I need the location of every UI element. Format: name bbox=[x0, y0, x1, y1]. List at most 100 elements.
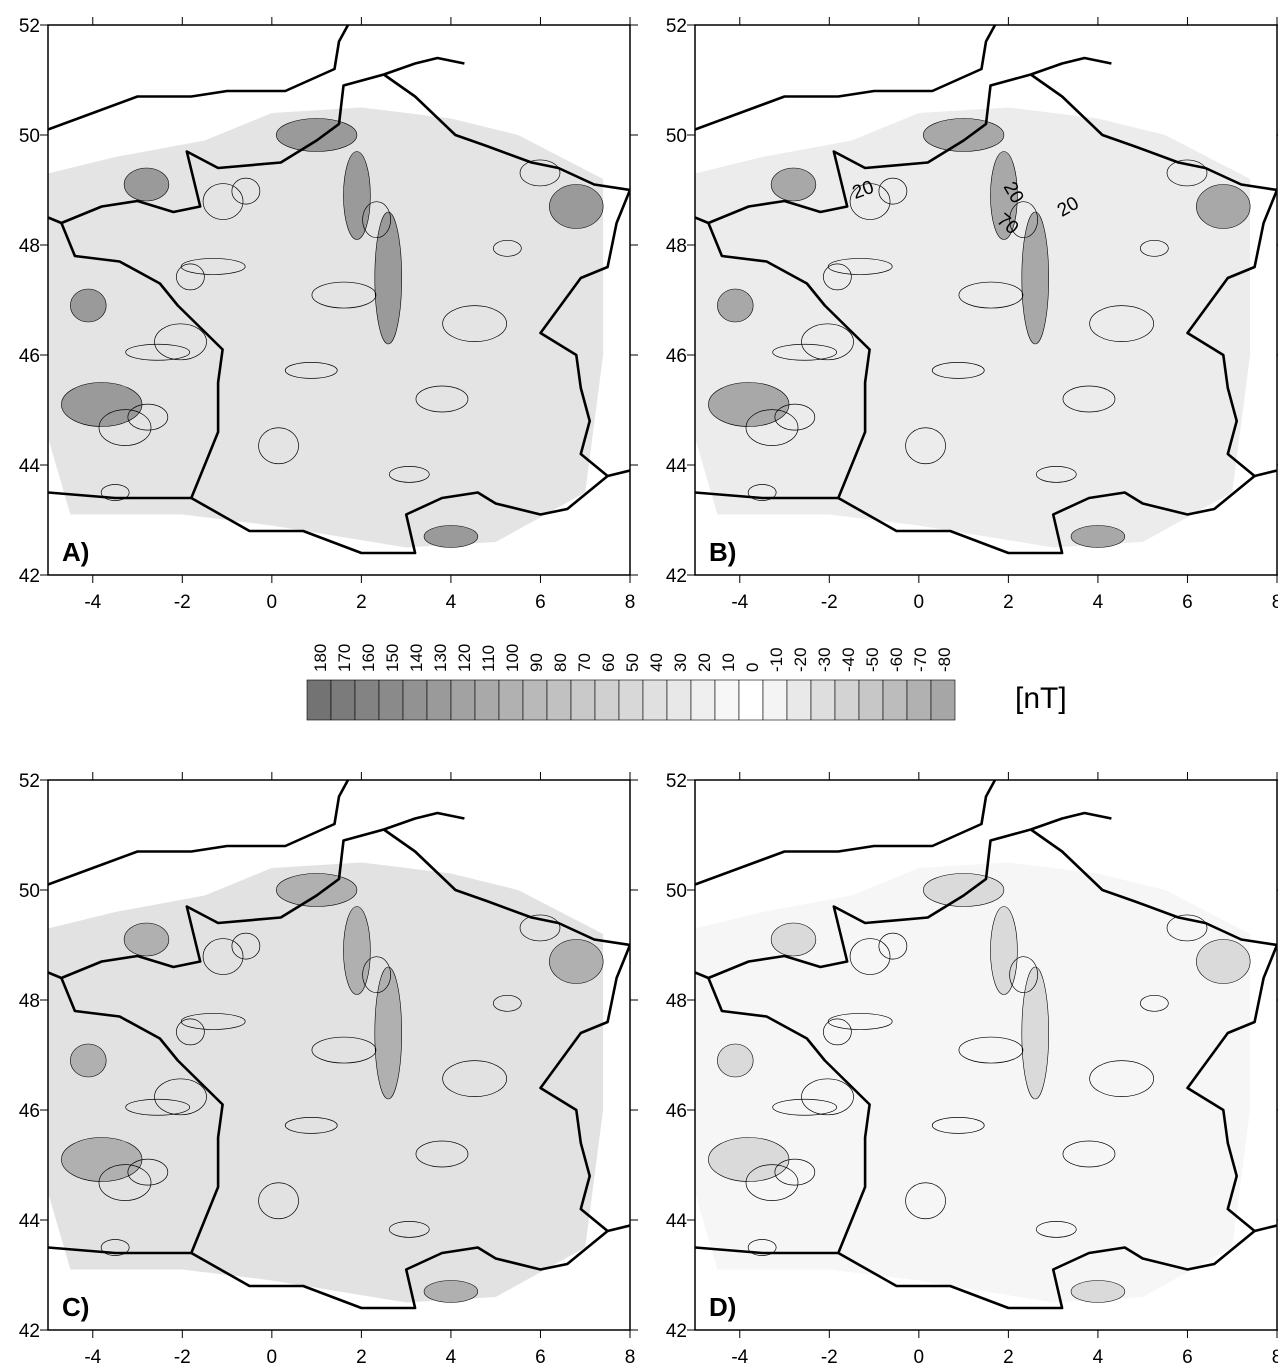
contour bbox=[931, 362, 985, 379]
coastline bbox=[383, 73, 630, 192]
colorbar-label: 90 bbox=[527, 653, 546, 672]
coastline bbox=[695, 811, 1112, 980]
contour bbox=[100, 484, 130, 501]
y-tick-label: 42 bbox=[666, 566, 687, 587]
x-tick-label: 2 bbox=[356, 592, 367, 613]
panel-label: C) bbox=[62, 1292, 89, 1322]
contour bbox=[127, 1158, 169, 1186]
colorbar-label: 110 bbox=[479, 645, 498, 672]
contour bbox=[442, 305, 508, 342]
y-tick-label: 42 bbox=[19, 566, 40, 587]
colorbar-unit: [nT] bbox=[1015, 682, 1067, 715]
x-tick-label: 2 bbox=[356, 1347, 367, 1365]
anomaly-blob bbox=[1070, 525, 1126, 548]
colorbar-label: 20 bbox=[695, 653, 714, 672]
contour bbox=[774, 403, 816, 431]
colorbar-label: 40 bbox=[647, 653, 666, 672]
contour bbox=[827, 258, 893, 275]
y-tick-label: 44 bbox=[666, 1211, 688, 1232]
y-tick-label: 52 bbox=[666, 16, 687, 37]
contour bbox=[931, 1117, 985, 1134]
y-tick-label: 42 bbox=[19, 1321, 40, 1342]
colorbar-swatch bbox=[882, 679, 908, 721]
contour bbox=[362, 956, 391, 994]
colorbar-swatch bbox=[762, 679, 788, 721]
contour bbox=[747, 484, 777, 501]
contour bbox=[849, 938, 891, 975]
coastline bbox=[695, 25, 997, 131]
contour bbox=[745, 409, 799, 446]
contour bbox=[1166, 914, 1208, 942]
anomaly-area bbox=[695, 107, 1251, 548]
coastline bbox=[60, 977, 224, 1254]
anomaly-blob bbox=[374, 211, 402, 345]
colorbar-label: -10 bbox=[767, 647, 786, 672]
y-tick-label: 48 bbox=[666, 991, 687, 1012]
anomaly-blob bbox=[70, 1043, 107, 1078]
y-tick-label: 52 bbox=[666, 771, 687, 792]
anomaly-blob bbox=[123, 922, 170, 957]
x-tick-label: -4 bbox=[731, 1347, 748, 1365]
colorbar-swatch bbox=[522, 679, 548, 721]
map-content bbox=[48, 780, 630, 1310]
contour bbox=[519, 159, 561, 187]
colorbar-swatch bbox=[402, 679, 428, 721]
anomaly-area bbox=[695, 862, 1251, 1303]
x-tick-label: -2 bbox=[174, 592, 191, 613]
coastline bbox=[48, 780, 350, 886]
anomaly-blob bbox=[423, 525, 479, 548]
x-tick-label: 6 bbox=[535, 1347, 546, 1365]
colorbar-swatch bbox=[810, 679, 836, 721]
colorbar-label: 170 bbox=[335, 644, 354, 672]
contour bbox=[492, 239, 522, 257]
x-tick-label: 8 bbox=[625, 592, 636, 613]
x-tick-label: 4 bbox=[1093, 592, 1104, 613]
contour bbox=[1139, 239, 1169, 257]
contour bbox=[100, 1239, 130, 1256]
coastline bbox=[48, 25, 350, 131]
coastline bbox=[60, 222, 224, 499]
y-tick-label: 42 bbox=[666, 1321, 687, 1342]
colorbar-swatch bbox=[786, 679, 812, 721]
contour bbox=[958, 281, 1024, 309]
anomaly-blob bbox=[549, 939, 604, 984]
colorbar-label: -40 bbox=[839, 647, 858, 672]
contour bbox=[492, 994, 522, 1012]
anomaly-blob bbox=[374, 966, 402, 1100]
contour bbox=[1062, 1140, 1116, 1168]
coastline bbox=[1030, 828, 1277, 947]
coastline bbox=[1254, 1224, 1277, 1233]
coastline bbox=[1254, 469, 1277, 478]
contour bbox=[1062, 385, 1116, 413]
coastline bbox=[695, 56, 1112, 225]
anomaly-blob bbox=[1196, 184, 1251, 229]
x-tick-label: -4 bbox=[84, 1347, 101, 1365]
y-tick-label: 50 bbox=[19, 126, 40, 147]
colorbar-swatch bbox=[426, 679, 452, 721]
contour bbox=[127, 403, 169, 431]
anomaly-blob bbox=[990, 151, 1018, 240]
colorbar-swatch bbox=[906, 679, 932, 721]
x-tick-label: 0 bbox=[267, 592, 278, 613]
coastline bbox=[1186, 944, 1277, 1233]
coastline bbox=[607, 469, 630, 478]
contour bbox=[1089, 1060, 1155, 1098]
colorbar-label: 160 bbox=[359, 644, 378, 672]
colorbar-label: 140 bbox=[407, 644, 426, 672]
anomaly-blob bbox=[343, 151, 371, 240]
coastline bbox=[837, 474, 1256, 555]
contour bbox=[827, 1013, 893, 1030]
contour bbox=[823, 1018, 852, 1046]
coastline bbox=[539, 944, 630, 1233]
map-content bbox=[695, 780, 1277, 1310]
anomaly-blob bbox=[1021, 966, 1049, 1100]
contour bbox=[745, 1164, 799, 1201]
colorbar-label: 0 bbox=[743, 663, 762, 672]
x-tick-label: -4 bbox=[84, 592, 101, 613]
y-tick-label: 44 bbox=[666, 456, 688, 477]
contour bbox=[905, 1182, 946, 1220]
contour bbox=[258, 1182, 299, 1220]
coastline bbox=[1186, 189, 1277, 478]
x-tick-label: -2 bbox=[821, 592, 838, 613]
